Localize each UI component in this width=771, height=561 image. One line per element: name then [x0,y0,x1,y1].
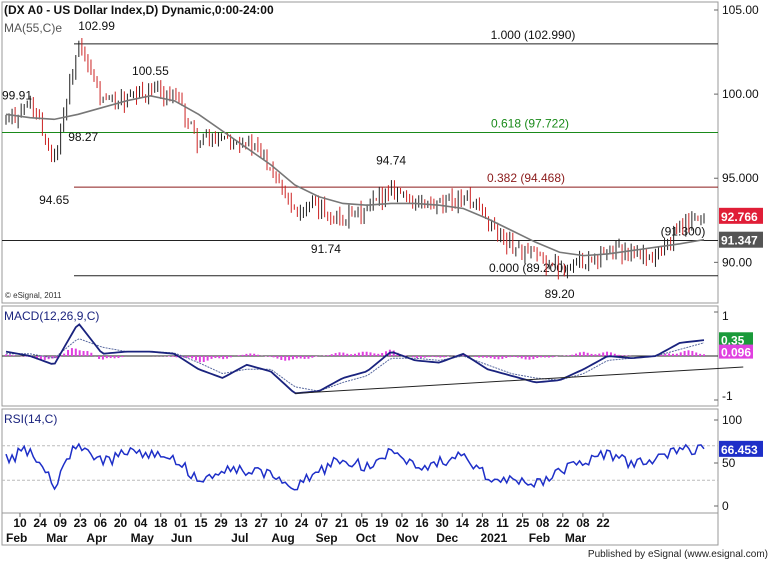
x-tick-day-label: 07 [315,516,329,530]
x-tick-day-label: 05 [355,516,369,530]
x-tick-day-label: 29 [214,516,228,530]
x-tick-day-label: 11 [496,516,509,530]
last-price-box [719,207,763,224]
price-annotation: 94.74 [376,154,406,168]
rsi-line [5,442,705,491]
fib-label: 0.618 (97.722) [491,116,569,130]
x-month-label: 2021 [480,531,507,545]
x-tick-day-label: 20 [114,516,128,530]
x-tick-day-label: 08 [576,516,590,530]
rsi-layer: 0 50 100 66.453 [2,413,763,513]
x-tick-day-label: 10 [275,516,289,530]
price-y-tick-label: 105.00 [722,3,759,17]
price-annotation: 98.27 [68,130,98,144]
axis-layer: 10 24 09 23 06 20 04 18 01 15 29 13 27 10 24 07 21 05 19 02… [6,513,610,545]
x-tick-day-label: 22 [556,516,570,530]
rsi-value-label: 66.453 [721,443,758,457]
macd-signal-line [6,338,705,392]
chart-title: (DX A0 - US Dollar Index,D) Dynamic,0:00… [4,3,274,17]
x-tick-day-label: 16 [415,516,429,530]
price-y-tick-label: 100.00 [722,87,759,101]
x-month-label: Apr [86,531,107,545]
rsi-panel [1,408,719,514]
macd-value-box [719,332,753,347]
price-annotation: 91.74 [311,242,341,256]
price-panel [1,1,719,304]
x-tick-day-label: 18 [154,516,168,530]
rsi-title: RSI(14,C) [4,412,57,426]
x-tick-day-label: 08 [536,516,550,530]
price-y-tick-label: 95.000 [722,171,759,185]
macd-y-tick-label: 1 [722,309,729,323]
fib-label: 0.000 (89.200) [489,261,567,275]
x-tick-day-label: 01 [174,516,188,530]
x-month-label: Mar [46,531,68,545]
macd-trendline [294,366,744,394]
x-tick-day-label: 27 [255,516,269,530]
watermark: © eSignal, 2011 [5,291,62,300]
rsi-y-tick-label: 0 [722,499,729,513]
x-month-label: Jun [171,531,192,545]
x-axis-panel [1,512,719,546]
x-tick-day-label: 13 [234,516,248,530]
price-annotation: 102.99 [78,19,115,33]
x-tick-day-label: 15 [194,516,208,530]
ma-value-box [719,231,763,248]
x-tick-day-label: 02 [395,516,409,530]
macd-title: MACD(12,26,9,C) [4,309,99,323]
x-tick-day-label: 06 [94,516,108,530]
price-annotation: 89.20 [545,287,575,301]
x-tick-day-label: 19 [375,516,389,530]
x-month-label: Aug [271,531,294,545]
fib-label: 0.382 (94.468) [487,171,565,185]
x-tick-day-label: 25 [516,516,530,530]
fib-label: 1.000 (102.990) [491,28,576,42]
price-annotation: 94.65 [39,193,69,207]
x-tick-day-label: 30 [435,516,449,530]
macd-hist-value-box [719,344,753,359]
ma-value-label: 91.347 [721,234,758,248]
x-month-label: Dec [436,531,458,545]
x-tick-day-label: 21 [335,516,349,530]
x-tick-day-label: 09 [54,516,68,530]
macd-value-label: 0.35 [721,333,745,347]
x-tick-day-label: 23 [74,516,88,530]
x-tick-day-label: 04 [134,516,148,530]
price-annotation: 100.55 [132,64,169,78]
ma-line [5,94,705,257]
x-month-label: May [131,531,155,545]
x-month-label: Sep [316,531,338,545]
rsi-value-box [719,440,763,457]
x-month-label: Oct [356,531,376,545]
last-price-label: 92.766 [721,210,758,224]
macd-layer: -1 1 0.350.096 [2,309,753,403]
x-month-label: Feb [529,531,550,545]
x-tick-day-label: 10 [13,516,27,530]
x-month-label: Mar [565,531,587,545]
macd-hist-value-label: 0.096 [721,346,751,360]
published-by: Published by eSignal (www.esignal.com) [588,549,768,560]
x-tick-day-label: 28 [476,516,490,530]
price-annotation: 99.91 [2,89,32,103]
x-tick-day-label: 14 [456,516,470,530]
x-tick-day-label: 24 [295,516,309,530]
x-month-label: Feb [6,531,27,545]
ma-label: MA(55,C)e [4,21,62,35]
rsi-y-tick-label: 50 [722,456,736,470]
rsi-y-tick-label: 100 [722,413,742,427]
x-month-label: Nov [396,531,419,545]
x-month-label: Jul [231,531,248,545]
price-y-tick-label: 90.00 [722,255,752,269]
x-tick-day-label: 24 [33,516,47,530]
macd-y-tick-label: -1 [722,389,733,403]
price-layer: 90.00 95.000 100.00 105.00 1.000 (102.990) 0.… [2,3,763,301]
x-tick-day-label: 22 [596,516,610,530]
macd-line [5,323,705,395]
